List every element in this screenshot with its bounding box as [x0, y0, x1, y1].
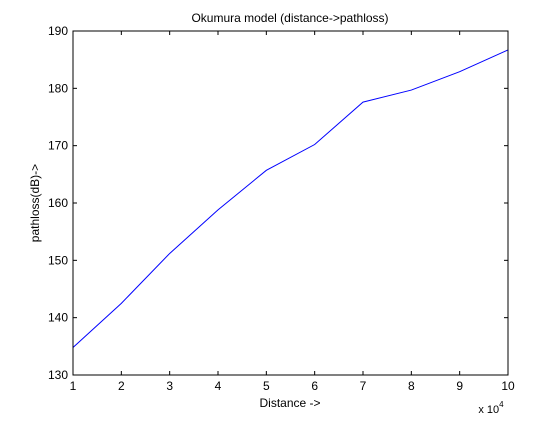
series-layer — [72, 49, 509, 348]
axes-background — [73, 31, 508, 375]
y-tick-label: 160 — [48, 196, 68, 210]
x-axis-label: Distance -> — [259, 396, 320, 410]
x-tick-label: 4 — [215, 379, 222, 393]
x-tick-label: 1 — [70, 379, 77, 393]
y-tick-label: 190 — [48, 24, 68, 38]
y-tick-label: 170 — [48, 139, 68, 153]
y-tick-label: 180 — [48, 81, 68, 95]
x-tick-label: 3 — [166, 379, 173, 393]
x-multiplier-exponent: 4 — [499, 400, 504, 409]
x-tick-label: 6 — [311, 379, 318, 393]
x-tick-label: 5 — [263, 379, 270, 393]
tick-marks — [72, 30, 509, 376]
x-tick-label: 10 — [501, 379, 515, 393]
x-tick-label: 8 — [408, 379, 415, 393]
x-tick-label: 2 — [118, 379, 125, 393]
chart-title: Okumura model (distance->pathloss) — [191, 11, 388, 25]
axes-box — [72, 30, 509, 376]
x-tick-label: 7 — [360, 379, 367, 393]
y-tick-label: 130 — [48, 368, 68, 382]
x-tick-label: 9 — [456, 379, 463, 393]
x-multiplier-base: x 10 — [478, 404, 499, 416]
y-tick-label: 140 — [48, 311, 68, 325]
x-multiplier-label: x 104 — [478, 400, 504, 416]
y-tick-label: 150 — [48, 253, 68, 267]
tick-labels: 1 2 3 4 5 6 7 8 9 10 130 140 150 160 170 180 190 — [48, 24, 515, 393]
y-axis-label: pathloss(dB)-> — [28, 164, 42, 242]
series-line-0 — [72, 49, 509, 348]
